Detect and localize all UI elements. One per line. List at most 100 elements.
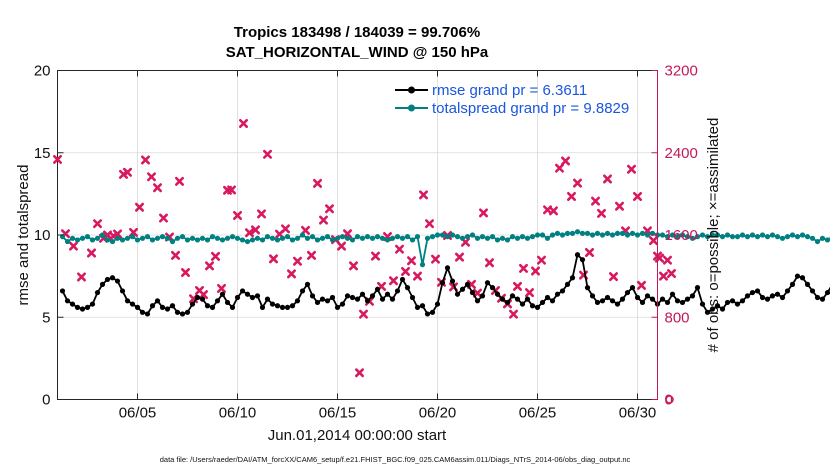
obs-assimilated-center (669, 271, 674, 276)
rmse-point (134, 304, 141, 310)
rmse-point (279, 304, 286, 310)
obs-assimilated-center (339, 244, 344, 248)
rmse-point (149, 303, 156, 309)
rmse-point (719, 306, 726, 312)
rmse-point (64, 298, 71, 304)
totalspread-point (589, 232, 596, 238)
rmse-point (274, 303, 281, 309)
obs-assimilated-center (599, 211, 604, 216)
obs-assimilated-center (295, 259, 300, 263)
totalspread-point (574, 229, 581, 235)
totalspread-point (134, 237, 141, 243)
obs-assimilated-center (587, 250, 592, 255)
totalspread-point (634, 232, 641, 238)
totalspread-point (184, 237, 191, 243)
totalspread-point (769, 232, 776, 238)
obs-assimilated-center (241, 121, 246, 126)
obs-assimilated-center (63, 232, 68, 236)
rmse-point (444, 265, 451, 271)
obs-possible-marker (665, 395, 674, 404)
obs-assimilated-center (321, 218, 326, 222)
rmse-point (474, 298, 481, 304)
obs-assimilated-center (605, 177, 610, 181)
rmse-point (194, 294, 201, 301)
obs-assimilated-center (575, 181, 580, 185)
y-tick-label: 15 (34, 145, 51, 162)
totalspread-point (504, 237, 511, 243)
obs-assimilated-center (551, 209, 556, 213)
totalspread-point (759, 232, 766, 238)
totalspread-point (94, 235, 101, 241)
rmse-point (659, 296, 666, 302)
totalspread-point (439, 232, 446, 238)
rmse-point (74, 304, 81, 310)
obs-assimilated-center (391, 279, 396, 283)
totalspread-point (639, 230, 646, 236)
rmse-point (69, 301, 76, 307)
rmse-point (179, 311, 186, 317)
obs-assimilated-center (289, 272, 294, 276)
obs-assimilated-center (283, 227, 288, 231)
totalspread-point (224, 235, 231, 241)
rmse-point (744, 293, 751, 299)
totalspread-point (824, 237, 830, 243)
totalspread-point (244, 238, 251, 245)
rmse-point (309, 293, 316, 299)
obs-assimilated-center (557, 166, 562, 170)
rmse-point (199, 296, 206, 302)
totalspread-point (169, 238, 176, 245)
rmse-point (539, 299, 546, 306)
totalspread-point (279, 235, 286, 241)
totalspread-point (739, 232, 746, 238)
totalspread-point (229, 234, 236, 240)
totalspread-point (519, 234, 526, 240)
totalspread-point (794, 234, 801, 240)
rmse-point (124, 298, 131, 304)
y2-tick-label: 2400 (665, 145, 698, 162)
legend: rmse grand pr = 6.3611 totalspread grand… (395, 82, 629, 117)
rmse-point (614, 301, 621, 307)
obs-assimilated-center (207, 264, 212, 268)
totalspread-point (424, 235, 431, 241)
rmse-point (234, 294, 241, 301)
rmse-point (609, 298, 616, 304)
rmse-point (739, 298, 746, 304)
totalspread-point (489, 234, 496, 240)
rmse-point (549, 298, 556, 304)
obs-assimilated-center (463, 240, 468, 244)
rmse-point (794, 273, 801, 279)
totalspread-point (189, 235, 196, 241)
rmse-point (114, 278, 121, 284)
obs-assimilated-center (481, 211, 486, 215)
rmse-point (564, 281, 571, 287)
rmse-point (429, 309, 436, 315)
legend-rmse-marker (408, 86, 415, 94)
rmse-point (94, 289, 101, 296)
obs-assimilated-center (131, 230, 136, 235)
totalspread-point (544, 235, 551, 241)
obs-assimilated-center (229, 188, 234, 192)
totalspread-point (689, 235, 696, 241)
rmse-point (389, 296, 396, 302)
obs-assimilated-center (665, 258, 670, 262)
totalspread-point (464, 234, 471, 240)
rmse-point (774, 291, 781, 297)
rmse-point (709, 306, 716, 312)
totalspread-point (469, 232, 476, 238)
rmse-point (339, 301, 346, 307)
rmse-point (784, 288, 791, 294)
chart-title: Tropics 183498 / 184039 = 99.706% (234, 24, 480, 41)
rmse-point (204, 303, 211, 309)
totalspread-point (334, 235, 341, 241)
obs-assimilated-center (657, 256, 662, 260)
totalspread-point (254, 235, 261, 241)
rmse-point (384, 291, 391, 297)
y2-tick-label: 800 (665, 309, 690, 326)
rmse-point (189, 301, 196, 307)
obs-assimilated-center (345, 232, 350, 236)
totalspread-point (449, 232, 456, 238)
rmse-point (314, 299, 321, 306)
totalspread-point (744, 234, 751, 240)
totalspread-point (199, 235, 206, 241)
rmse-point (704, 309, 711, 315)
